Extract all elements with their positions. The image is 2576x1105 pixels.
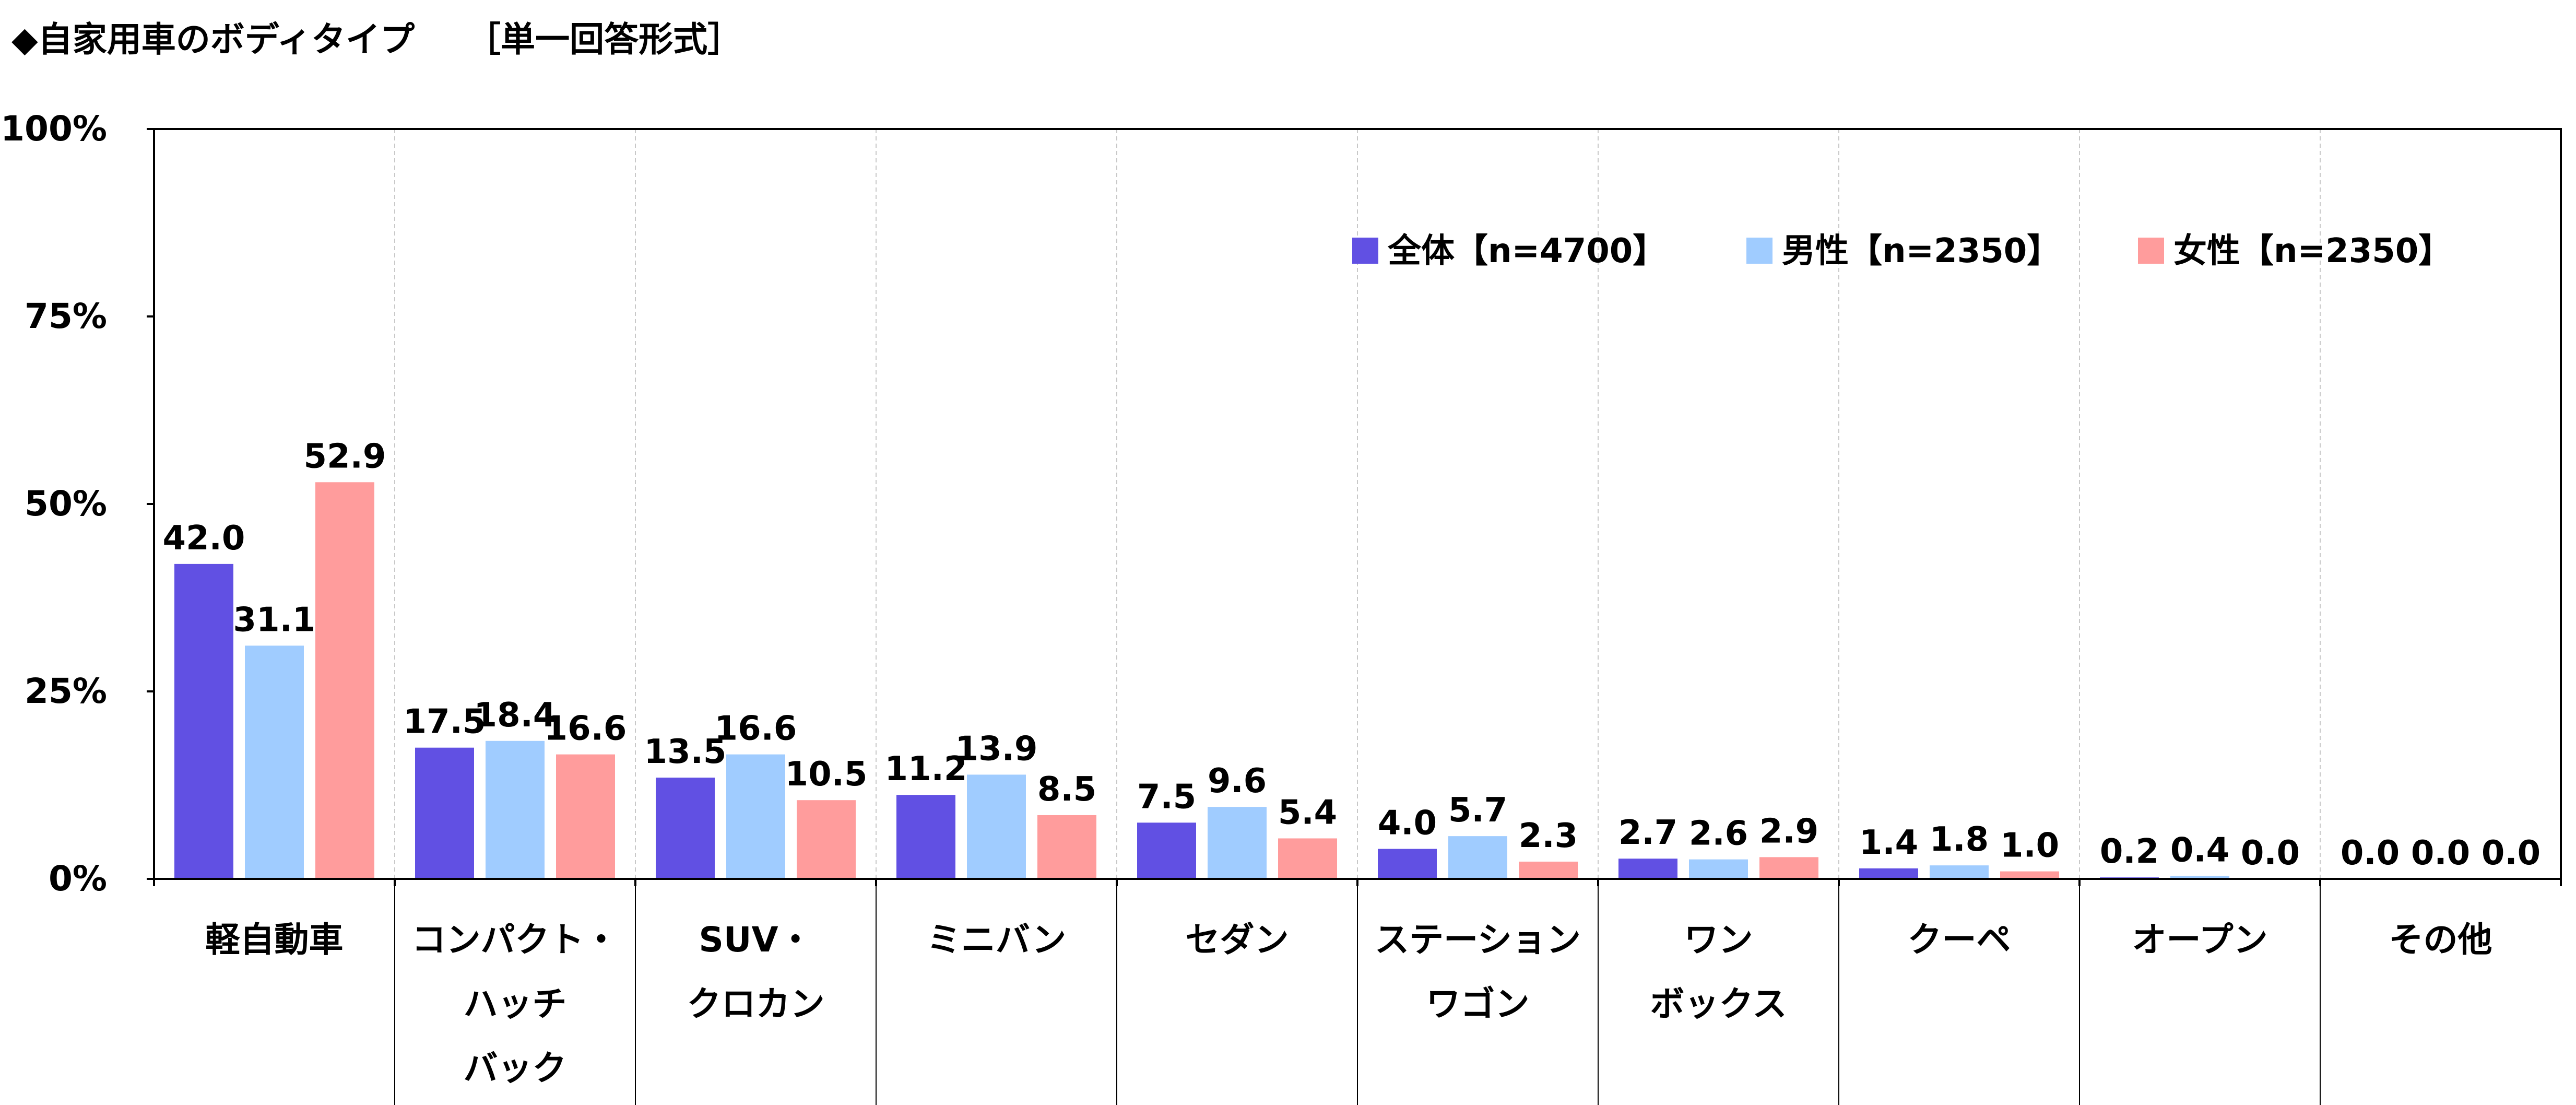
axes	[147, 128, 2562, 886]
category-label: ワン	[1684, 920, 1753, 960]
bar	[415, 747, 474, 879]
bar	[967, 774, 1026, 879]
category-label: クロカン	[687, 984, 825, 1024]
data-label: 0.4	[2170, 831, 2229, 869]
data-label: 0.2	[2100, 832, 2159, 871]
bar	[726, 754, 785, 879]
data-label: 0.0	[2411, 834, 2470, 873]
bar	[896, 795, 955, 879]
bar	[1618, 859, 1677, 879]
data-label: 7.5	[1137, 778, 1196, 816]
legend-label: 男性【n=2350】	[1782, 232, 2060, 271]
data-label: 13.9	[955, 730, 1038, 768]
data-label: 0.0	[2341, 834, 2400, 873]
bar	[1689, 859, 1748, 879]
bar	[797, 800, 856, 879]
category-label: セダン	[1186, 920, 1289, 960]
bar	[2170, 876, 2229, 879]
data-label: 13.5	[644, 733, 727, 771]
category-label: 軽自動車	[206, 920, 344, 960]
data-label: 2.6	[1689, 815, 1748, 853]
data-label: 2.9	[1759, 812, 1818, 851]
category-dividers	[394, 129, 2321, 1105]
bar	[1137, 822, 1196, 879]
bar	[245, 645, 304, 879]
data-labels: 42.0 17.5 13.5 11.2 7.5 4.0 2.7 1.4 0.2 0.0 31.1 18…	[163, 437, 2541, 873]
category-label: ステーション	[1375, 920, 1581, 960]
legend-label: 全体【n=4700】	[1387, 232, 1666, 271]
data-label: 2.3	[1519, 817, 1578, 855]
category-label: ワゴン	[1426, 984, 1530, 1024]
y-tick-label: 75%	[25, 296, 107, 336]
data-label: 9.6	[1208, 762, 1267, 801]
category-label: その他	[2389, 920, 2492, 960]
data-label: 18.4	[474, 696, 557, 735]
category-label: SUV・	[699, 920, 812, 960]
data-label: 8.5	[1037, 770, 1096, 809]
category-label: オープン	[2132, 920, 2267, 960]
y-tick-label: 100%	[1, 109, 107, 149]
bar	[2000, 871, 2059, 879]
category-label: バック	[464, 1048, 567, 1088]
bar	[656, 778, 715, 879]
category-label: ハッチ	[464, 984, 567, 1024]
data-label: 1.4	[1859, 824, 1918, 862]
legend: 全体【n=4700】 男性【n=2350】 女性【n=2350】	[1352, 232, 2452, 271]
y-tick-label: 25%	[25, 671, 107, 711]
bar	[1519, 861, 1578, 879]
bar	[1037, 815, 1096, 879]
legend-label: 女性【n=2350】	[2173, 232, 2452, 271]
category-label: コンパクト・	[412, 920, 619, 960]
bar	[486, 740, 545, 879]
bar	[1208, 807, 1267, 879]
data-label: 2.7	[1618, 814, 1677, 852]
data-label: 1.8	[1930, 820, 1989, 859]
data-label: 16.6	[715, 710, 797, 748]
data-label: 17.5	[404, 703, 486, 742]
data-label: 31.1	[233, 601, 316, 639]
bar	[1859, 868, 1918, 879]
legend-swatch	[2138, 238, 2164, 264]
y-tick-label: 0%	[49, 859, 107, 899]
category-label: クーペ	[1908, 920, 2011, 960]
bar	[1278, 838, 1337, 879]
data-label: 1.0	[2000, 827, 2059, 865]
bar	[1448, 836, 1507, 879]
data-label: 10.5	[785, 755, 868, 794]
data-label: 16.6	[545, 710, 627, 748]
data-label: 52.9	[304, 437, 386, 476]
bars	[174, 482, 2229, 879]
bar	[315, 482, 374, 879]
category-label: ミニバン	[927, 920, 1066, 960]
data-label: 0.0	[2482, 834, 2540, 873]
legend-swatch	[1746, 238, 1773, 264]
legend-swatch	[1352, 238, 1378, 264]
data-label: 0.0	[2241, 834, 2300, 873]
data-label: 4.0	[1378, 804, 1437, 843]
data-label: 42.0	[163, 519, 245, 558]
bar	[1378, 849, 1437, 879]
page-title: ◆自家用車のボディタイプ ［単一回答形式］	[11, 19, 742, 60]
data-label: 5.4	[1278, 793, 1337, 832]
category-label: ボックス	[1650, 984, 1787, 1024]
bar	[1930, 865, 1989, 879]
data-label: 11.2	[885, 750, 967, 789]
bar	[174, 563, 233, 879]
y-axis-ticks: 0% 25% 50% 75% 100%	[1, 109, 107, 899]
bar	[1759, 857, 1818, 879]
y-tick-label: 50%	[25, 484, 107, 524]
bar	[556, 754, 615, 879]
data-label: 5.7	[1448, 791, 1507, 830]
